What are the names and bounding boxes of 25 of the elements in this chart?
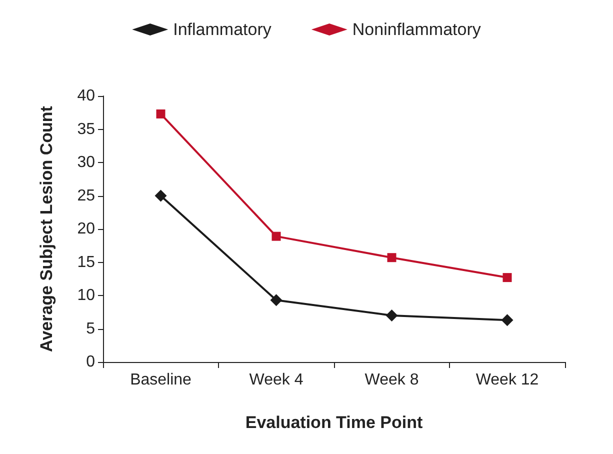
- point: [156, 109, 166, 118]
- y-tick-label: 20: [77, 220, 96, 238]
- y-tick-label: 25: [77, 187, 96, 204]
- y-axis-title: Average Subject Lesion Count: [37, 106, 56, 352]
- y-tick-label: 10: [77, 287, 96, 304]
- x-axis-title: Evaluation Time Point: [245, 413, 423, 432]
- x-tick-label: Baseline: [130, 372, 192, 388]
- legend-label: Inflammatory: [173, 20, 272, 39]
- point: [502, 273, 512, 282]
- y-tick-label: 5: [86, 320, 96, 338]
- point: [386, 309, 398, 322]
- point: [270, 294, 282, 306]
- point: [501, 314, 514, 326]
- legend-label: Noninflammatory: [352, 20, 482, 39]
- y-tick-label: 15: [77, 254, 96, 271]
- y-tick-label: 0: [86, 354, 96, 370]
- y-tick-label: 30: [77, 154, 96, 171]
- x-tick-label: Week 4: [249, 372, 304, 388]
- point: [154, 190, 167, 202]
- point: [272, 232, 281, 241]
- x-tick-label: Week 8: [364, 372, 419, 388]
- y-tick-label: 35: [77, 120, 96, 138]
- point: [387, 253, 396, 262]
- y-tick-label: 40: [77, 88, 96, 104]
- x-tick-label: Week 12: [476, 372, 539, 388]
